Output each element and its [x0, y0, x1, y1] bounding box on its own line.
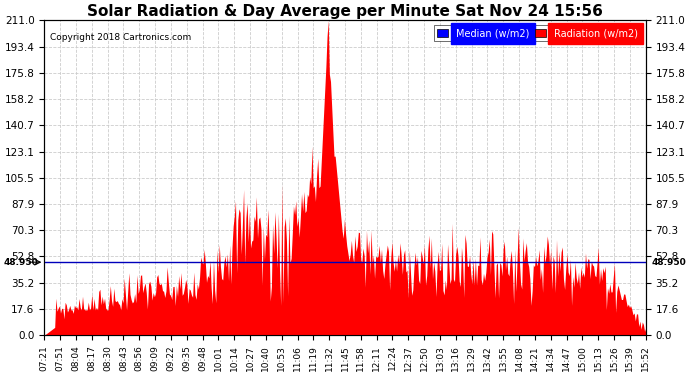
Text: 48.950: 48.950 — [652, 258, 687, 267]
Text: 48.950: 48.950 — [3, 258, 38, 267]
Text: Copyright 2018 Cartronics.com: Copyright 2018 Cartronics.com — [50, 33, 192, 42]
Legend: Median (w/m2), Radiation (w/m2): Median (w/m2), Radiation (w/m2) — [434, 25, 641, 41]
Title: Solar Radiation & Day Average per Minute Sat Nov 24 15:56: Solar Radiation & Day Average per Minute… — [87, 4, 603, 19]
